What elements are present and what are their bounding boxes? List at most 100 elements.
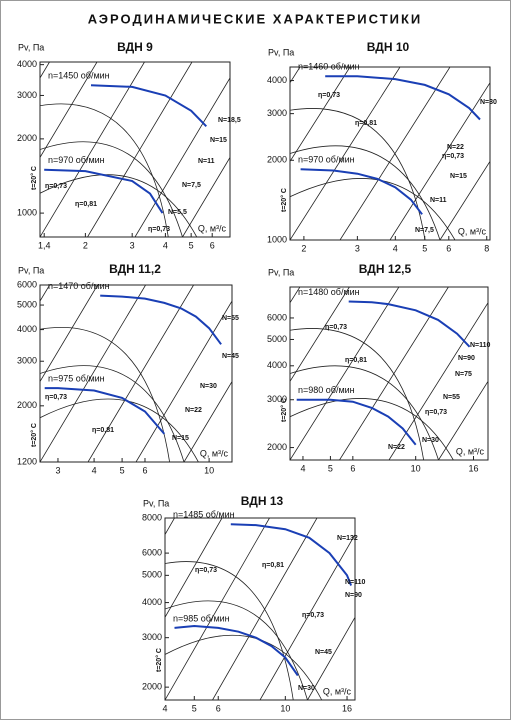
plot-area bbox=[290, 67, 490, 240]
system-line bbox=[183, 380, 232, 462]
annotation: t=20° C bbox=[280, 188, 288, 212]
annotation: t=20° C bbox=[155, 648, 163, 672]
system-line bbox=[307, 616, 355, 700]
y-tick-label: 4000 bbox=[17, 324, 37, 334]
annotation: N=55 bbox=[222, 315, 239, 322]
annotation: N=90 bbox=[345, 592, 362, 599]
system-line bbox=[389, 81, 490, 240]
annotation: η=0,73 bbox=[302, 612, 324, 619]
system-line bbox=[438, 380, 488, 460]
y-axis-label: Pv, Па bbox=[18, 265, 44, 275]
system-line bbox=[40, 285, 50, 302]
page-title: АЭРОДИНАМИЧЕСКИЕ ХАРАКТЕРИСТИКИ bbox=[88, 11, 423, 26]
y-tick-label: 5000 bbox=[267, 334, 287, 344]
x-tick-label: 10 bbox=[204, 465, 214, 475]
system-line bbox=[290, 287, 350, 383]
annotation: N=11 bbox=[430, 197, 447, 204]
speed-curve bbox=[44, 387, 166, 435]
annotation: N=15 bbox=[172, 435, 189, 442]
x-tick-label: 4 bbox=[92, 465, 97, 475]
system-line bbox=[290, 67, 301, 84]
annotation: η=0,81 bbox=[345, 357, 367, 364]
plot-frame bbox=[289, 286, 489, 461]
system-line bbox=[135, 300, 232, 462]
efficiency-line bbox=[290, 178, 456, 240]
plot-frame bbox=[39, 61, 231, 238]
chart-title: ВДН 10 bbox=[367, 40, 410, 54]
efficiency-line bbox=[40, 327, 170, 462]
annotation: N=7,5 bbox=[182, 182, 201, 189]
x-tick-label: 4 bbox=[393, 243, 398, 253]
efficiency-line bbox=[290, 398, 454, 460]
speed-curve bbox=[296, 398, 417, 446]
chart-title: ВДН 11,2 bbox=[109, 262, 161, 276]
annotation: η=0,73 bbox=[425, 409, 447, 416]
system-line bbox=[182, 156, 230, 237]
plot-frame bbox=[164, 517, 356, 701]
speed-curve bbox=[44, 168, 164, 214]
y-tick-label: 5000 bbox=[142, 570, 162, 580]
curve-label: n=970 об/мин bbox=[48, 155, 105, 165]
annotation: N=7,5 bbox=[415, 227, 434, 234]
x-tick-label: 2 bbox=[83, 240, 88, 250]
curve-label: n=970 об/мин bbox=[298, 155, 355, 165]
speed-curve bbox=[90, 84, 208, 127]
annotation: η=0,73 bbox=[318, 92, 340, 99]
annotation: N=30 bbox=[480, 99, 497, 106]
annotation: N=22 bbox=[447, 144, 464, 151]
system-line bbox=[290, 67, 401, 240]
x-tick-label: 3 bbox=[55, 465, 60, 475]
annotation: η=0,73 bbox=[195, 567, 217, 574]
curve-label: n=1460 об/мин bbox=[298, 62, 360, 72]
annotation: N=132 bbox=[337, 535, 358, 542]
x-tick-label: 5 bbox=[328, 463, 333, 473]
x-axis-label: Q, м³/с bbox=[458, 226, 487, 236]
efficiency-line bbox=[40, 141, 183, 237]
curve-label: n=975 об/мин bbox=[48, 373, 105, 383]
annotation: η=0,73 bbox=[325, 324, 347, 331]
x-tick-label: 16 bbox=[469, 463, 479, 473]
annotation: N=90 bbox=[458, 355, 475, 362]
y-axis-label: Pv, Па bbox=[18, 42, 44, 52]
x-tick-label: 4 bbox=[163, 240, 168, 250]
annotation: η=0,73 bbox=[148, 226, 170, 233]
x-tick-label: 3 bbox=[130, 240, 135, 250]
annotation: η=0,81 bbox=[92, 427, 114, 434]
y-tick-label: 3000 bbox=[267, 394, 287, 404]
y-axis-label: Pv, Па bbox=[268, 267, 294, 277]
system-line bbox=[439, 160, 490, 240]
curve-label: n=1470 об/мин bbox=[48, 281, 110, 291]
efficiency-line bbox=[290, 145, 441, 240]
annotation: N=22 bbox=[388, 444, 405, 451]
annotation: N=15 bbox=[450, 173, 467, 180]
y-tick-label: 3000 bbox=[142, 632, 162, 642]
plot-frame bbox=[289, 66, 491, 241]
x-tick-label: 4 bbox=[300, 463, 305, 473]
annotation: N=110 bbox=[345, 579, 366, 586]
system-line bbox=[40, 285, 146, 462]
system-line bbox=[290, 287, 400, 460]
y-axis-label: Pv, Па bbox=[143, 498, 169, 508]
efficiency-line bbox=[290, 108, 426, 240]
system-line bbox=[487, 459, 488, 460]
plot-area bbox=[40, 285, 232, 462]
x-tick-label: 6 bbox=[216, 703, 221, 713]
efficiency-line bbox=[290, 365, 439, 460]
x-tick-label: 8 bbox=[484, 243, 489, 253]
annotation: N=30 bbox=[422, 437, 439, 444]
y-tick-label: 3000 bbox=[17, 356, 37, 366]
system-line bbox=[134, 77, 230, 237]
system-line bbox=[388, 301, 488, 460]
y-axis-label: Pv, Па bbox=[268, 47, 294, 57]
annotation: N=45 bbox=[222, 353, 239, 360]
chart-title: ВДН 13 bbox=[241, 494, 284, 508]
efficiency-line bbox=[165, 600, 308, 700]
annotation: N=110 bbox=[470, 342, 491, 349]
y-tick-label: 6000 bbox=[17, 279, 37, 289]
x-tick-label: 3 bbox=[355, 243, 360, 253]
y-tick-label: 4000 bbox=[142, 597, 162, 607]
x-tick-label: 6 bbox=[210, 240, 215, 250]
